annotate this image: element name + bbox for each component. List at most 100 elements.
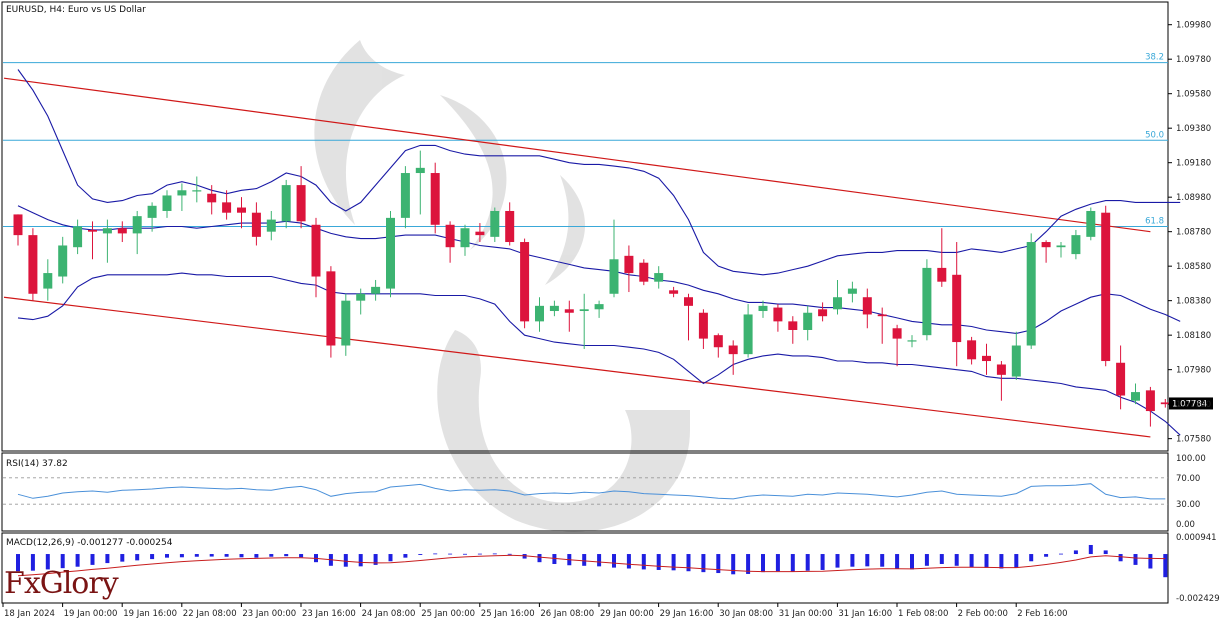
watermark-logo bbox=[314, 40, 690, 533]
candle-body bbox=[937, 267, 947, 282]
candle bbox=[579, 293, 589, 349]
rsi-label: RSI(14) 37.82 bbox=[6, 459, 68, 469]
candle-body bbox=[13, 214, 23, 236]
candle bbox=[207, 185, 217, 215]
macd-bar bbox=[120, 554, 125, 562]
candle bbox=[430, 162, 440, 234]
candle bbox=[698, 309, 708, 349]
candle bbox=[400, 166, 410, 229]
candle-body bbox=[162, 195, 172, 211]
candle bbox=[296, 166, 306, 229]
candle-body bbox=[1131, 392, 1140, 401]
macd-bar bbox=[30, 554, 35, 571]
candle bbox=[669, 286, 679, 298]
time-tick-label: 25 Jan 16:00 bbox=[481, 609, 535, 619]
macd-bar bbox=[895, 554, 900, 569]
price-tick-label: 1.09180 bbox=[1176, 159, 1211, 169]
candle bbox=[743, 304, 753, 358]
macd-bar bbox=[1059, 553, 1063, 555]
time-tick-label: 23 Jan 00:00 bbox=[242, 609, 296, 619]
candle bbox=[564, 300, 574, 332]
candle-body bbox=[713, 335, 723, 348]
candle bbox=[162, 190, 172, 218]
fib-label: 38.2 bbox=[1145, 53, 1164, 63]
macd-plot bbox=[16, 544, 1168, 578]
candle-body bbox=[1101, 212, 1111, 362]
candle bbox=[475, 223, 485, 243]
macd-bar bbox=[582, 554, 587, 566]
macd-bar bbox=[60, 554, 65, 569]
candle-body bbox=[1145, 390, 1155, 412]
macd-bar bbox=[790, 554, 795, 572]
candle-body bbox=[445, 224, 455, 248]
candle bbox=[907, 335, 917, 348]
candle-body bbox=[43, 273, 53, 289]
candle-body bbox=[788, 321, 798, 330]
rsi-tick-label: 100.00 bbox=[1176, 454, 1206, 464]
candle-body bbox=[251, 212, 261, 237]
candle bbox=[326, 266, 336, 358]
candle-body bbox=[147, 205, 157, 218]
time-tick-label: 2 Feb 00:00 bbox=[958, 609, 1008, 619]
candle-body bbox=[132, 216, 142, 234]
candle bbox=[833, 279, 842, 315]
macd-bar bbox=[731, 554, 736, 575]
price-tick-label: 1.09580 bbox=[1176, 90, 1211, 100]
macd-bar bbox=[239, 554, 244, 558]
time-tick-label: 22 Jan 08:00 bbox=[183, 609, 237, 619]
candle-body bbox=[698, 312, 708, 339]
macd-bar bbox=[179, 554, 184, 558]
macd-bar bbox=[507, 553, 512, 555]
candle bbox=[28, 228, 38, 301]
candle-body bbox=[28, 235, 38, 294]
candle-body bbox=[73, 226, 83, 248]
candle-body bbox=[862, 297, 872, 315]
price-tick-label: 1.08980 bbox=[1176, 193, 1211, 203]
candle-body bbox=[311, 224, 321, 277]
bollinger-middle bbox=[17, 205, 1181, 334]
macd-bar bbox=[1029, 554, 1034, 562]
candle-body bbox=[639, 262, 649, 282]
candle-body bbox=[669, 290, 679, 294]
price-tick-label: 1.08580 bbox=[1176, 262, 1211, 272]
candle-body bbox=[88, 229, 97, 232]
candle-body bbox=[460, 228, 470, 248]
candle-body bbox=[192, 190, 202, 192]
candle bbox=[177, 183, 187, 211]
candle bbox=[982, 343, 991, 375]
candle-body bbox=[58, 245, 68, 277]
macd-tick-label: -0.002429 bbox=[1176, 594, 1220, 604]
candle-body bbox=[833, 297, 842, 310]
candle bbox=[1101, 205, 1111, 367]
macd-bar bbox=[1133, 554, 1138, 565]
candle-body bbox=[743, 314, 753, 355]
macd-bar bbox=[865, 554, 870, 567]
macd-signal-line bbox=[17, 554, 1166, 577]
time-tick-label: 29 Jan 00:00 bbox=[600, 609, 654, 619]
macd-bar bbox=[194, 554, 199, 557]
candle-body bbox=[102, 228, 112, 234]
macd-bar bbox=[880, 554, 885, 567]
macd-bar bbox=[1088, 544, 1093, 555]
candle bbox=[1145, 386, 1155, 427]
candle bbox=[13, 214, 23, 246]
macd-bar bbox=[746, 554, 751, 574]
macd-bar bbox=[209, 554, 214, 557]
macd-bar bbox=[448, 553, 453, 555]
macd-bar bbox=[537, 554, 542, 563]
candle bbox=[1056, 242, 1066, 258]
candle-body bbox=[564, 309, 574, 313]
candle bbox=[609, 219, 619, 298]
candle bbox=[415, 150, 425, 215]
symbol-label: EURUSD, H4: Euro vs US Dollar bbox=[6, 5, 146, 15]
rsi-tick-label: 0.00 bbox=[1176, 520, 1195, 530]
candle-body bbox=[177, 190, 187, 196]
candle bbox=[535, 297, 544, 332]
candle-body bbox=[952, 274, 962, 343]
candle-body bbox=[609, 259, 619, 294]
candle-body bbox=[1116, 362, 1126, 396]
macd-bar bbox=[418, 554, 423, 555]
candle-body bbox=[818, 309, 828, 317]
candle-body bbox=[266, 219, 276, 232]
